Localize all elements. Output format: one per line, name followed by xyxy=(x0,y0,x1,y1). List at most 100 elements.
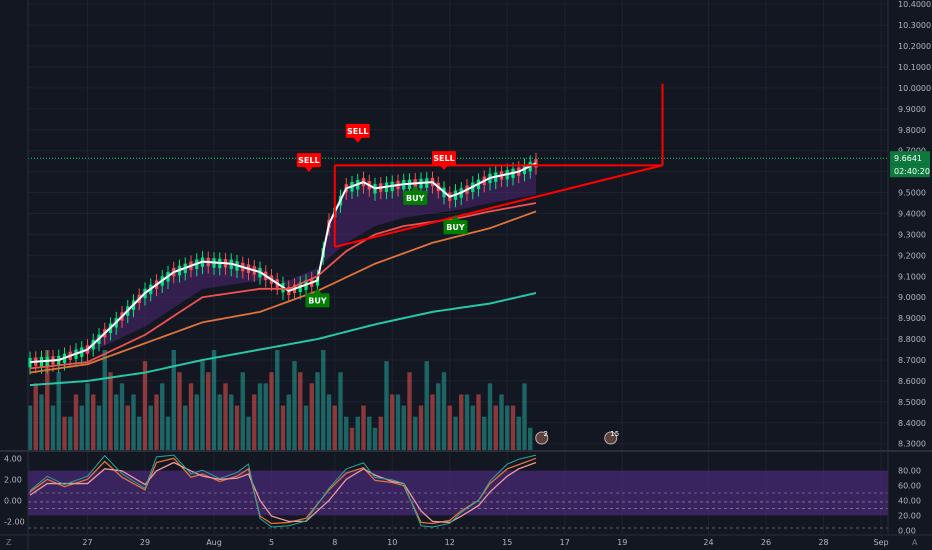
volume-bar xyxy=(430,394,435,450)
price-tick-label: 9.5000 xyxy=(898,189,926,198)
volume-bar xyxy=(522,383,527,450)
ema-mid-line[interactable] xyxy=(29,202,537,370)
oscillator-fast-line[interactable] xyxy=(29,454,537,528)
signal-label: SELL xyxy=(433,154,454,163)
price-tick-label: 9.7000 xyxy=(898,147,926,156)
buy-signal-box xyxy=(305,293,330,308)
volume-bar xyxy=(108,372,113,450)
volume-bar xyxy=(482,416,487,450)
volume-bar xyxy=(160,383,165,450)
volume-bar xyxy=(528,427,533,450)
time-tick-label: 8 xyxy=(332,538,337,547)
volume-bar xyxy=(171,350,176,450)
last-price-tag[interactable]: 9.6641 02:40:20 xyxy=(890,151,930,178)
volume-bar xyxy=(177,372,182,450)
price-tick-label: 9.3000 xyxy=(898,230,926,239)
volume-bar xyxy=(56,372,61,450)
volume-bar xyxy=(286,394,291,450)
buy-signal[interactable]: BUY xyxy=(443,215,468,235)
ema-cloud xyxy=(30,159,536,360)
sell-signal[interactable]: SELL xyxy=(432,151,456,171)
osc-left-tick-label: 0.00 xyxy=(4,496,22,505)
volume-bar xyxy=(303,405,309,450)
volume-bar xyxy=(217,394,222,450)
volume-bar xyxy=(79,405,84,450)
price-tick-label: 9.4000 xyxy=(898,209,926,218)
volume-bar xyxy=(499,394,504,450)
volume-bar xyxy=(418,405,424,450)
volume-bar xyxy=(505,405,510,450)
time-tick-label: 24 xyxy=(703,538,713,547)
volume-bar xyxy=(102,350,107,450)
volume-bar xyxy=(125,405,130,450)
time-tick-label: 27 xyxy=(82,538,92,547)
volume-bar xyxy=(309,383,314,450)
volume-bar xyxy=(39,394,44,450)
countdown-value: 02:40:20 xyxy=(894,167,930,176)
volume-bar xyxy=(148,405,153,450)
volume-bar xyxy=(367,416,372,450)
sell-signal[interactable]: SELL xyxy=(345,123,370,143)
volume-bar xyxy=(280,405,286,450)
time-tick-label: 5 xyxy=(269,538,274,547)
time-tick-label: Sep xyxy=(873,538,888,547)
auto-scale-label[interactable]: A xyxy=(912,538,918,547)
event-marker[interactable]: 15 xyxy=(604,430,619,445)
volume-bar xyxy=(275,350,280,450)
volume-bar xyxy=(464,394,470,450)
event-marker-icon xyxy=(604,431,618,445)
price-tick-label: 8.3000 xyxy=(898,440,926,449)
price-tick-label: 8.6000 xyxy=(898,377,926,386)
volume-bar xyxy=(142,361,148,450)
volume-bar xyxy=(407,372,412,450)
volume-bar xyxy=(50,405,56,450)
osc-left-tick-label: -2.00 xyxy=(4,517,25,526)
buy-arrow-icon xyxy=(411,185,420,191)
time-tick-label: 10 xyxy=(387,538,397,547)
event-marker[interactable]: 2 xyxy=(535,430,549,445)
osc-right-tick-label: 40.00 xyxy=(898,496,921,505)
buy-signal-box xyxy=(443,220,468,235)
osc-left-tick-label: 2.00 xyxy=(4,475,22,484)
sell-signal-box xyxy=(296,153,321,168)
price-tick-label: 9.1000 xyxy=(898,272,926,281)
triangle-bottom[interactable] xyxy=(334,164,663,248)
ema-fast-line[interactable] xyxy=(29,162,537,364)
price-tick-label: 9.9000 xyxy=(898,105,926,114)
volume-bar xyxy=(470,405,475,450)
sell-arrow-icon xyxy=(304,167,313,173)
event-marker-count: 2 xyxy=(544,430,548,438)
sell-arrow-icon xyxy=(440,165,448,171)
sell-signal[interactable]: SELL xyxy=(296,153,321,173)
volume-bar xyxy=(188,383,194,450)
volume-bar xyxy=(246,416,251,450)
oscillator-panel[interactable] xyxy=(28,454,888,529)
volume-bar xyxy=(476,394,481,450)
signal-label: BUY xyxy=(406,194,425,203)
ema-slow-line[interactable] xyxy=(29,210,537,374)
volume-bar xyxy=(292,361,297,450)
price-panel[interactable]: SELL SELL SELL BUY BUY BUY 2 15 xyxy=(27,83,888,450)
volume-bar xyxy=(441,372,447,450)
price-tick-label: 10.0000 xyxy=(898,84,931,93)
volume-bar xyxy=(315,372,320,450)
osc-right-tick-label: 0.00 xyxy=(898,526,916,535)
oscillator-main-line[interactable] xyxy=(29,457,537,525)
ema-long-line[interactable] xyxy=(29,292,537,387)
timezone-label[interactable]: Z xyxy=(6,538,12,547)
last-price-value: 9.6641 xyxy=(894,154,922,163)
buy-signal[interactable]: BUY xyxy=(403,185,428,205)
volume-bar xyxy=(493,405,498,450)
volume-bar xyxy=(165,416,171,450)
price-tick-label: 8.5000 xyxy=(898,398,926,407)
volume-bar xyxy=(384,361,389,450)
event-marker-count: 15 xyxy=(610,430,619,438)
volume-bar xyxy=(447,405,452,450)
buy-signal[interactable]: BUY xyxy=(305,288,330,308)
oscillator-signal-line[interactable] xyxy=(29,461,537,524)
volume-bar xyxy=(390,394,395,450)
volume-bar xyxy=(183,405,188,450)
